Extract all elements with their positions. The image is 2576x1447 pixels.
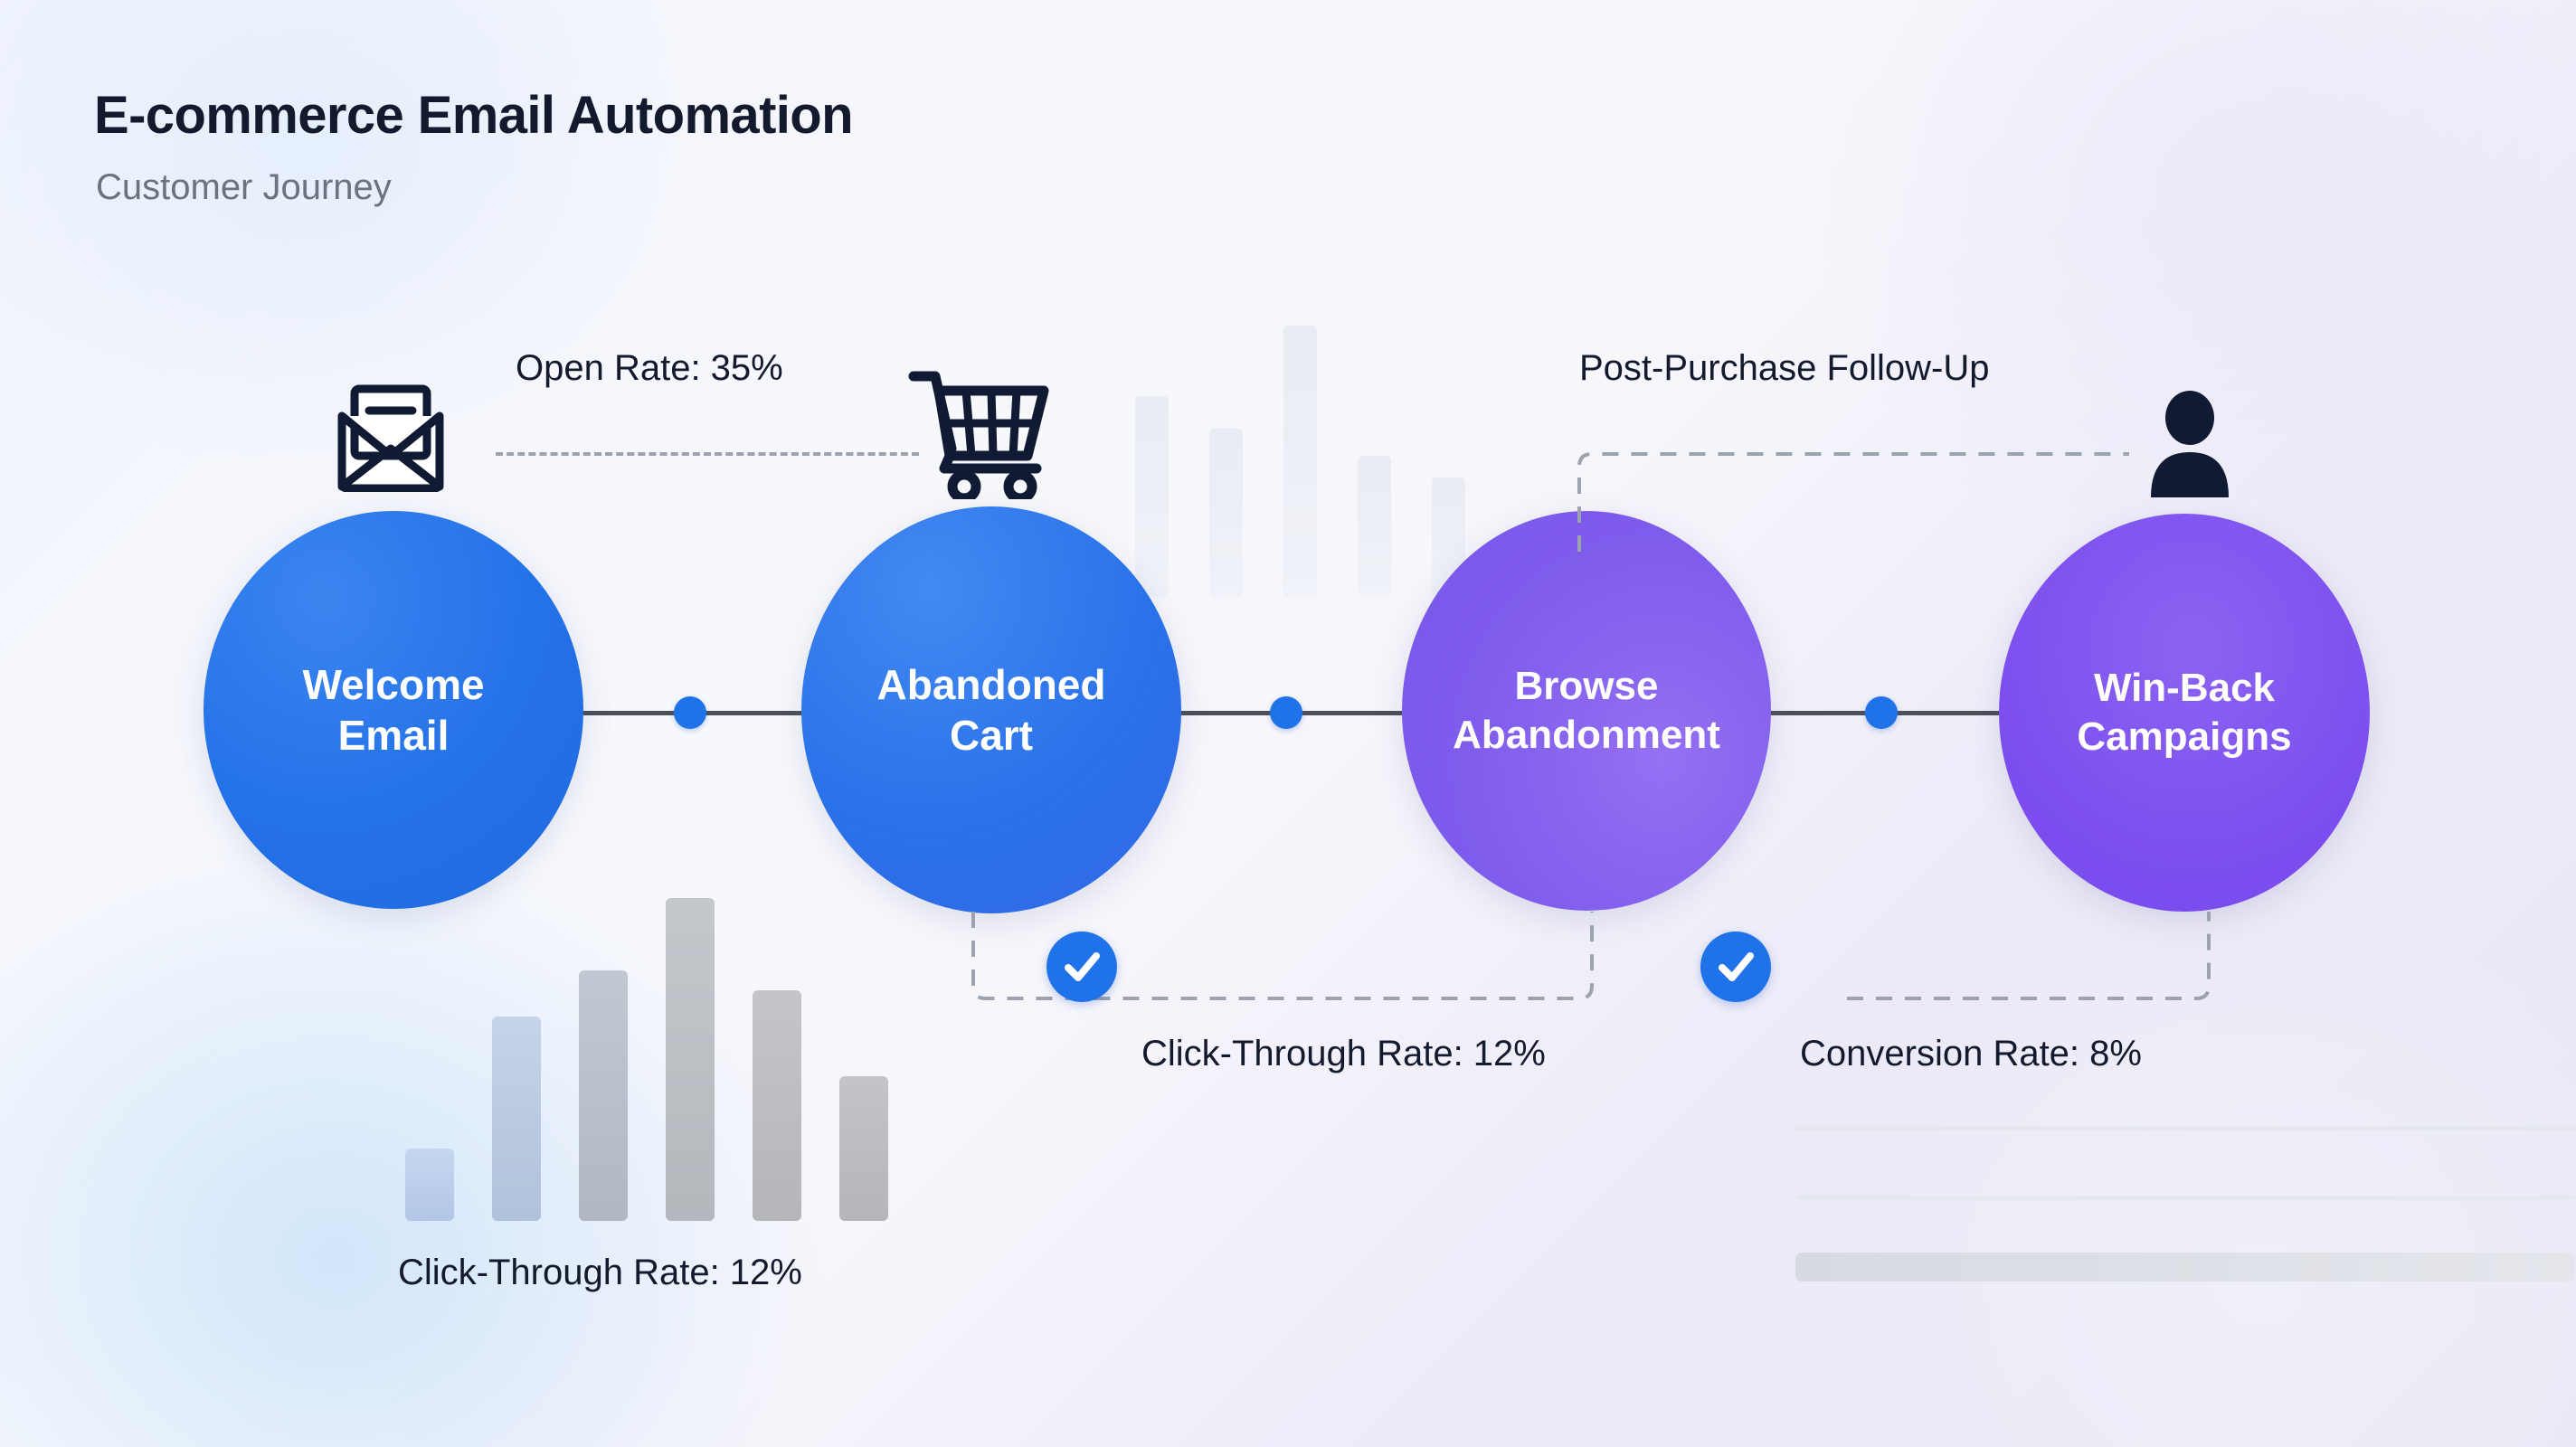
bar-chart-click-through	[398, 891, 888, 1221]
decorative-line	[1795, 1196, 2575, 1200]
envelope-icon	[318, 376, 463, 493]
ghost-bar	[1135, 396, 1169, 597]
dashed-connector-open-rate	[496, 452, 919, 456]
node-win-back-campaigns[interactable]: Win-Back Campaigns	[1999, 514, 2370, 912]
person-icon	[2145, 391, 2234, 497]
bar-chart-bar	[579, 970, 628, 1221]
node-label: Win-Back Campaigns	[2077, 666, 2292, 759]
page-title: E-commerce Email Automation	[94, 86, 854, 145]
bar-chart-bar	[666, 898, 715, 1221]
ghost-bar	[1209, 429, 1243, 597]
ghost-bar	[1358, 456, 1391, 597]
shopping-cart-icon	[908, 365, 1056, 504]
metric-post-purchase: Post-Purchase Follow-Up	[1579, 348, 1990, 388]
connector-dot	[1865, 696, 1898, 729]
metric-conversion-rate: Conversion Rate: 8%	[1800, 1034, 2142, 1073]
check-circle-icon-click-through	[1046, 932, 1117, 1002]
node-abandoned-cart[interactable]: Abandoned Cart	[801, 506, 1181, 913]
node-label: Abandoned Cart	[876, 660, 1106, 759]
bar-chart-bar	[405, 1149, 454, 1221]
node-browse-abandonment[interactable]: Browse Abandonment	[1402, 511, 1771, 911]
bar-chart-bar	[753, 990, 801, 1221]
connector-dot	[674, 696, 706, 729]
bar-chart-bar	[839, 1076, 888, 1221]
decorative-progress-bar	[1795, 1253, 2575, 1281]
decorative-line	[1795, 1126, 2575, 1130]
node-label: Welcome Email	[302, 660, 485, 759]
dashed-elbow-conversion	[1847, 912, 2211, 1000]
metric-click-through-middle: Click-Through Rate: 12%	[1141, 1034, 1546, 1073]
dashed-elbow-click-through	[971, 912, 1594, 1000]
metric-open-rate: Open Rate: 35%	[516, 348, 783, 388]
page-subtitle: Customer Journey	[96, 167, 392, 207]
dashed-elbow-post-purchase	[1577, 452, 2129, 552]
node-label: Browse Abandonment	[1453, 664, 1720, 757]
check-circle-icon-conversion	[1700, 932, 1771, 1002]
metric-click-through-bottom: Click-Through Rate: 12%	[398, 1253, 802, 1292]
decorative-background-bars	[1135, 326, 1479, 597]
node-welcome-email[interactable]: Welcome Email	[204, 511, 583, 909]
connector-dot	[1270, 696, 1302, 729]
bar-chart-bar	[492, 1017, 541, 1221]
ghost-bar	[1283, 326, 1317, 597]
